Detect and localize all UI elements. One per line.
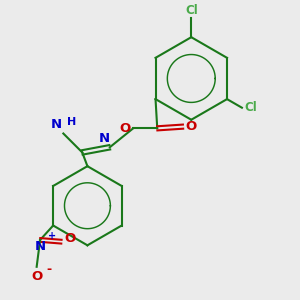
Text: Cl: Cl <box>185 4 198 16</box>
Text: N: N <box>99 131 110 145</box>
Text: O: O <box>186 120 197 133</box>
Text: Cl: Cl <box>245 101 257 114</box>
Text: O: O <box>31 270 42 283</box>
Text: O: O <box>64 232 75 245</box>
Text: H: H <box>68 117 77 127</box>
Text: O: O <box>119 122 130 135</box>
Text: +: + <box>48 231 56 241</box>
Text: -: - <box>46 263 51 276</box>
Text: N: N <box>34 240 46 253</box>
Text: N: N <box>50 118 62 131</box>
